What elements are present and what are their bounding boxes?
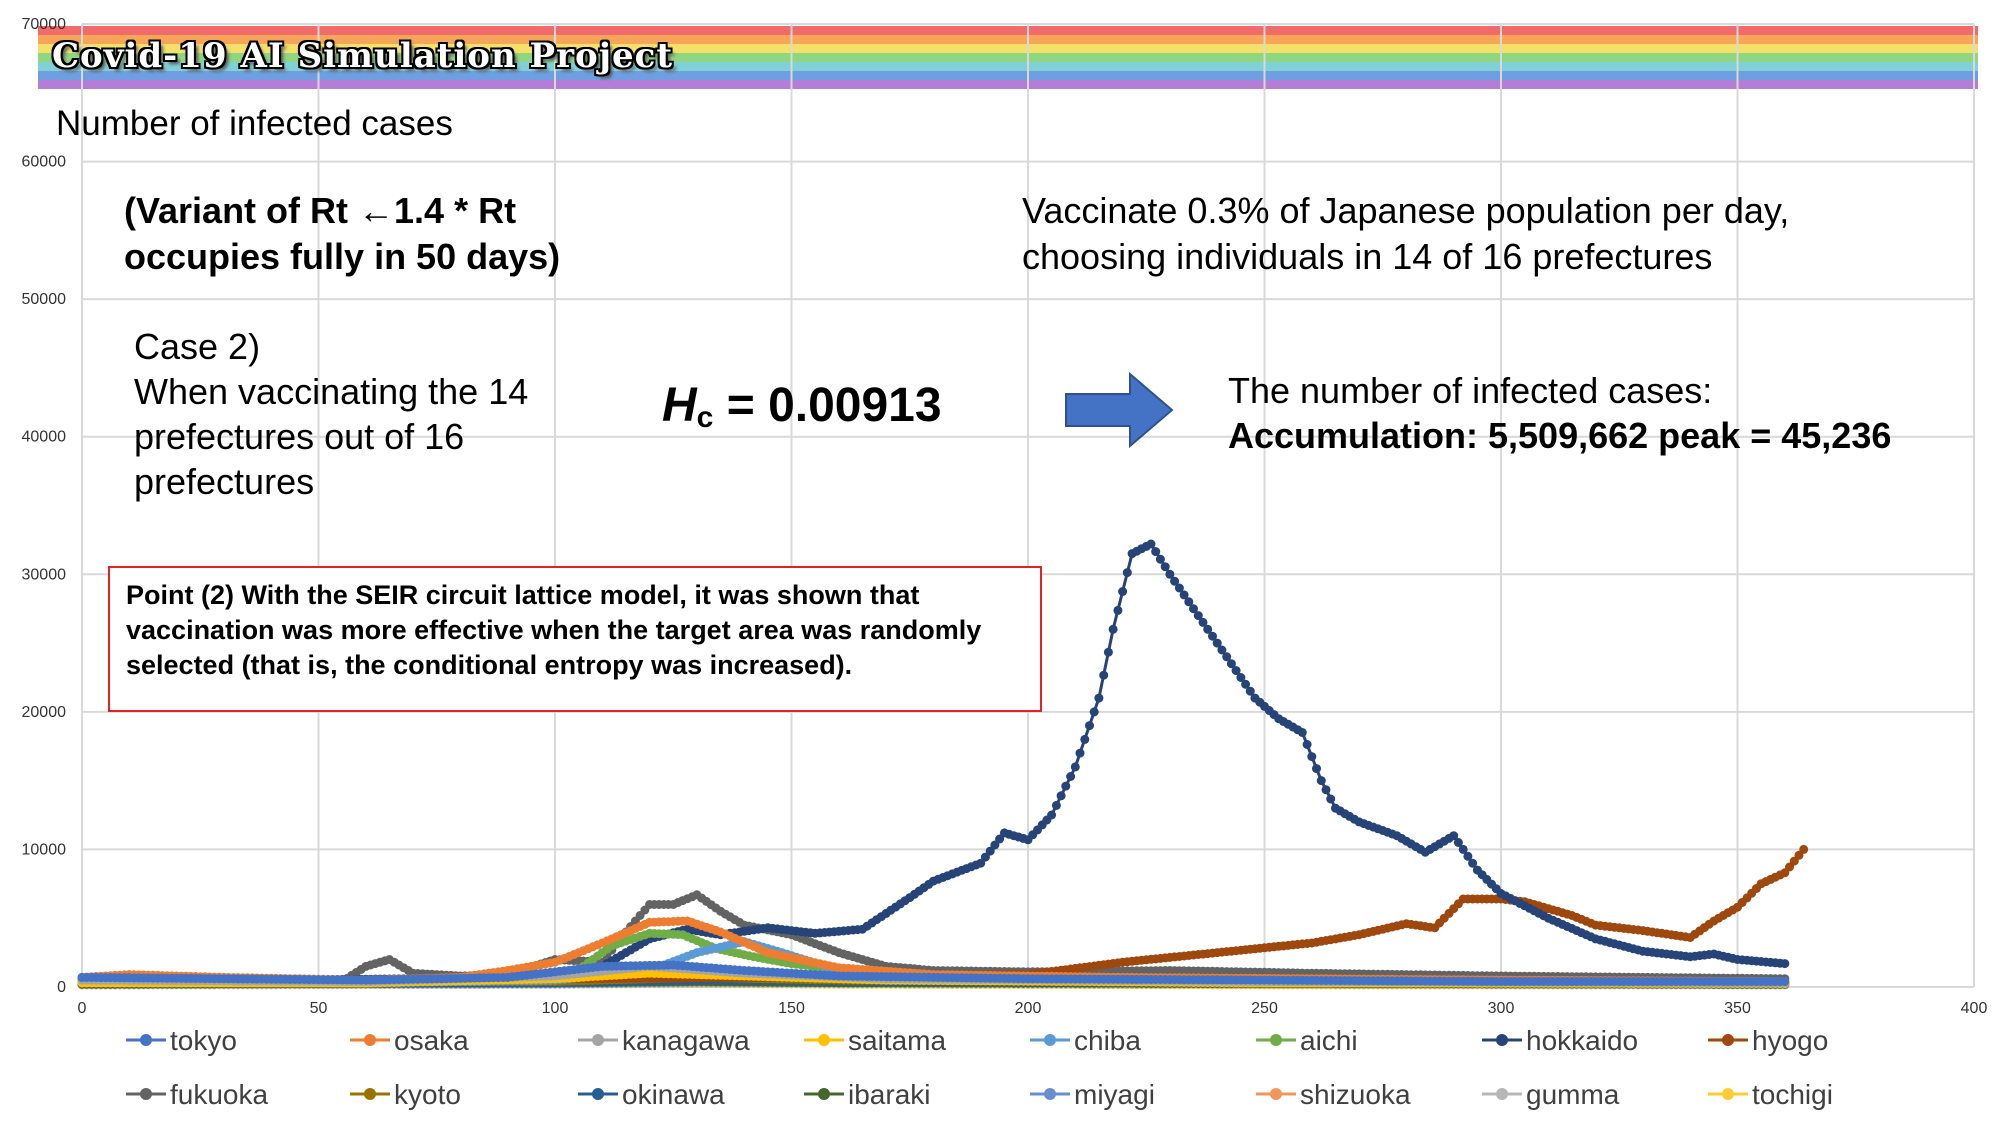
data-point — [1203, 624, 1213, 634]
y-tick-label: 50000 — [22, 291, 67, 308]
banner-stripe — [38, 53, 1978, 62]
data-point — [1089, 707, 1099, 717]
data-point — [1453, 838, 1463, 847]
y-tick-label: 30000 — [22, 566, 67, 583]
banner-stripe — [38, 62, 1978, 71]
y-tick-label: 0 — [57, 979, 66, 996]
y-tick-label: 20000 — [22, 704, 67, 721]
data-point — [1155, 554, 1165, 564]
y-tick-label: 10000 — [22, 841, 67, 858]
data-point — [1066, 772, 1076, 781]
data-point — [1208, 631, 1217, 641]
data-point — [1070, 762, 1080, 772]
data-point — [1061, 781, 1071, 791]
x-tick-label: 300 — [1488, 1000, 1515, 1017]
data-point — [1160, 562, 1170, 572]
data-point — [1118, 587, 1128, 596]
data-point — [1297, 728, 1307, 737]
y-tick-label: 60000 — [22, 154, 67, 171]
data-point — [995, 834, 1005, 844]
data-point — [1222, 652, 1232, 662]
x-tick-label: 50 — [310, 1000, 328, 1017]
data-point — [1198, 617, 1208, 627]
banner-stripe — [38, 26, 1978, 35]
data-point — [1463, 851, 1473, 861]
data-point — [1193, 611, 1203, 621]
data-point — [1449, 831, 1459, 841]
data-point — [1226, 659, 1236, 669]
data-point — [1075, 748, 1085, 758]
data-point — [1056, 791, 1066, 801]
data-point — [1047, 810, 1057, 820]
data-point — [1113, 605, 1123, 615]
data-point — [1170, 576, 1180, 586]
data-point — [1217, 645, 1227, 655]
data-point — [1189, 604, 1198, 614]
x-tick-label: 400 — [1961, 1000, 1988, 1017]
data-point — [1302, 740, 1312, 749]
data-point — [980, 852, 990, 862]
data-point — [1307, 752, 1317, 762]
data-point — [1146, 539, 1156, 549]
data-point — [1316, 776, 1326, 786]
data-point — [1326, 794, 1336, 804]
data-point — [1231, 666, 1241, 676]
banner-stripes — [38, 26, 1978, 89]
x-tick-label: 200 — [1015, 1000, 1042, 1017]
data-point — [1312, 764, 1321, 774]
data-point — [1051, 800, 1061, 810]
data-point — [1184, 597, 1194, 607]
axes: 0 50 100 150 200 250 300 350 400 0 10000 20000 30000… — [22, 16, 1988, 1017]
data-point — [1321, 785, 1331, 795]
x-tick-label: 0 — [78, 1000, 87, 1017]
banner-stripe — [38, 80, 1978, 89]
banner-stripe — [38, 71, 1978, 80]
data-point — [1799, 844, 1809, 854]
data-point — [985, 846, 995, 856]
data-point — [1212, 638, 1222, 648]
data-point — [1165, 569, 1175, 579]
data-point — [1108, 624, 1118, 634]
data-point — [1174, 583, 1184, 593]
data-point — [1179, 590, 1189, 600]
data-point — [1458, 844, 1468, 854]
data-point — [1103, 647, 1113, 657]
y-tick-label: 70000 — [22, 16, 67, 33]
data-point — [976, 858, 986, 868]
x-tick-label: 250 — [1251, 1000, 1278, 1017]
data-point — [1122, 568, 1132, 578]
x-tick-label: 150 — [778, 1000, 805, 1017]
data-point — [1094, 693, 1104, 703]
data-point — [1080, 734, 1090, 744]
data-point — [1236, 673, 1246, 682]
series-layer — [77, 539, 1809, 990]
banner-stripe — [38, 35, 1978, 44]
banner-stripe — [38, 44, 1978, 53]
y-tick-label: 40000 — [22, 429, 67, 446]
x-tick-label: 100 — [542, 1000, 569, 1017]
data-point — [1085, 721, 1094, 731]
data-point — [1245, 686, 1255, 696]
data-point — [1099, 670, 1109, 680]
data-point — [1151, 547, 1161, 557]
x-tick-label: 350 — [1724, 1000, 1751, 1017]
data-point — [1780, 959, 1790, 969]
data-point — [1468, 858, 1478, 868]
data-point — [1241, 679, 1251, 689]
